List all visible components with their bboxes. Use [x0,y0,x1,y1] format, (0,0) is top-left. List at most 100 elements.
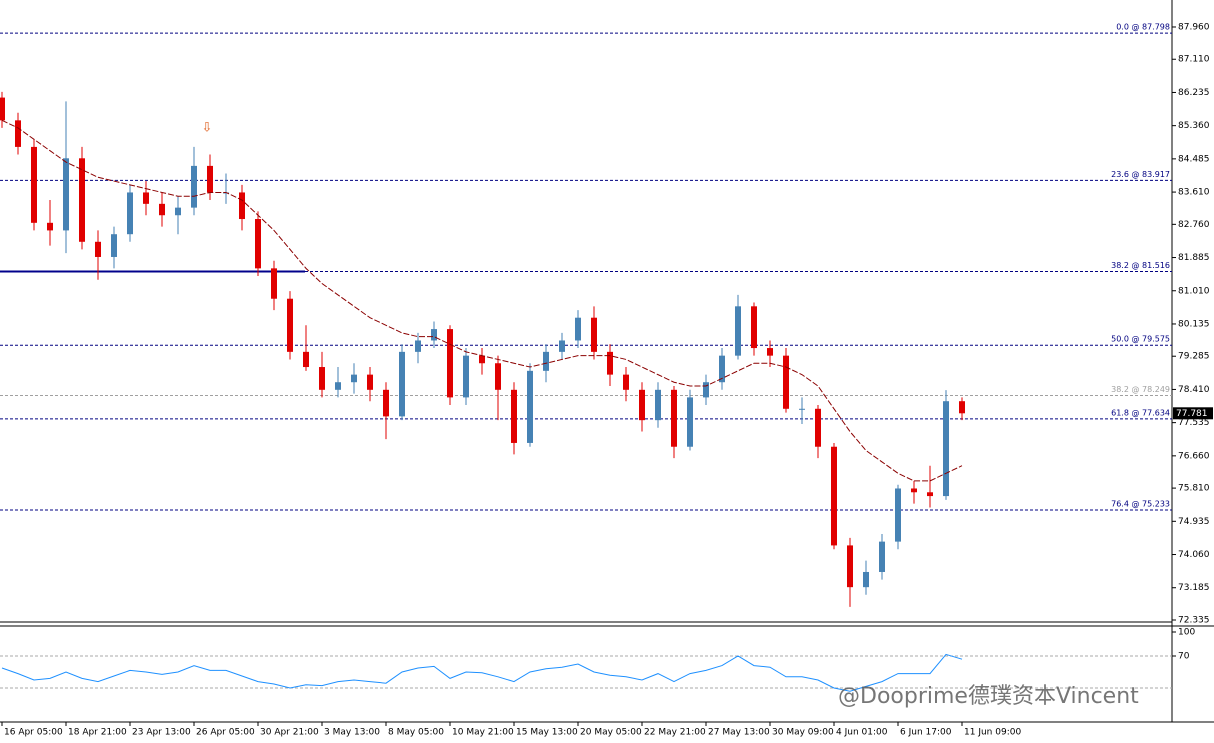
y-tick-label: 81.885 [1178,253,1210,263]
candle-body [415,340,421,352]
candle-body [671,389,677,447]
candle-body [159,203,165,216]
candle-body [927,492,933,497]
candle-body [15,120,21,147]
x-tick-label: 18 Apr 21:00 [68,728,127,738]
x-tick-label: 23 Apr 13:00 [132,728,191,738]
y-tick-label: 83.610 [1178,188,1210,198]
price-tag: 77.781 [1176,409,1208,419]
y-tick-label: 74.935 [1178,517,1210,527]
candle-body [895,488,901,542]
candle-body [399,351,405,417]
x-tick-label: 30 Apr 21:00 [260,728,319,738]
y-tick-label: 85.360 [1178,121,1210,131]
y-tick-label: 79.285 [1178,352,1210,362]
candle-body [335,382,341,390]
candle-body [799,408,805,410]
fib-label: 38.2 @ 78.249 [1111,385,1170,394]
candle-body [543,351,549,371]
moving-average [1,119,963,482]
fib-label: 38.2 @ 81.516 [1111,261,1170,270]
y-tick-label: 74.060 [1178,550,1210,560]
watermark: @Dooprime德璞资本Vincent [838,684,1139,709]
y-tick-label: 84.485 [1178,154,1210,164]
candle-body [495,363,501,390]
x-tick-label: 3 May 13:00 [324,728,380,738]
fib-label: 50.0 @ 79.575 [1111,335,1170,344]
candle-body [255,219,261,269]
y-tick-label: 77.535 [1178,418,1210,428]
y-tick-label: 73.185 [1178,583,1210,593]
candle-body [175,207,181,216]
candle-body [367,374,373,390]
fib-label: 76.4 @ 75.233 [1111,500,1170,509]
y-tick-label: 80.135 [1178,319,1210,329]
candle-body [879,541,885,572]
candle-body [79,158,85,242]
x-tick-label: 30 May 09:00 [772,728,834,738]
candle-body [943,401,949,497]
candle-body [575,317,581,341]
candle-body [351,374,357,383]
rsi-line [1,653,963,692]
x-tick-label: 27 May 13:00 [708,728,770,738]
candle-body [479,355,485,364]
candle-body [959,401,965,414]
price-tag-box [1173,407,1213,420]
candle-body [719,355,725,383]
y-tick-label: 76.660 [1178,451,1210,461]
candle-body [0,97,5,121]
candle-body [207,165,213,193]
candle-body [143,192,149,204]
y-tick-label: 75.810 [1178,484,1210,494]
x-tick-label: 15 May 13:00 [516,728,578,738]
candle-body [783,355,789,409]
x-tick-label: 11 Jun 09:00 [964,728,1021,738]
candle-body [735,306,741,356]
y-tick-label: 86.235 [1178,88,1210,98]
candle-body [703,382,709,398]
y-tick-label: 87.960 [1178,22,1210,32]
x-tick-label: 6 Jun 17:00 [900,728,952,738]
rsi-tick-label: 100 [1178,628,1195,638]
candle-body [847,545,853,588]
candle-body [815,408,821,447]
candle-body [559,340,565,352]
candle-body [607,351,613,375]
candle-body [383,389,389,417]
candle-body [191,165,197,208]
x-tick-label: 16 Apr 05:00 [4,728,63,738]
x-tick-label: 10 May 21:00 [452,728,514,738]
candle-body [303,351,309,368]
candle-body [687,397,693,447]
x-tick-label: 4 Jun 01:00 [836,728,888,738]
candle-body [463,355,469,398]
candle-body [271,268,277,299]
y-tick-label: 82.760 [1178,220,1210,230]
candle-body [527,370,533,443]
candle-body [127,192,133,235]
x-tick-label: 20 May 05:00 [580,728,642,738]
candle-body [511,389,517,443]
y-tick-label: 81.010 [1178,286,1210,296]
candle-body [751,306,757,349]
x-tick-label: 22 May 21:00 [644,728,706,738]
candle-body [431,329,437,341]
rsi-tick-label: 70 [1178,652,1190,662]
candle-body [47,222,53,231]
candle-body [31,146,37,223]
candle-body [639,389,645,421]
fib-label: 61.8 @ 77.634 [1111,408,1170,417]
x-tick-label: 26 Apr 05:00 [196,728,255,738]
candle-body [623,374,629,390]
candle-body [239,192,245,220]
y-tick-label: 72.335 [1178,615,1210,625]
candle-body [63,158,69,231]
candle-body [319,367,325,390]
candle-body [911,488,917,493]
arrow-marker: ⇩ [202,121,213,136]
fib-label: 0.0 @ 87.798 [1116,23,1170,32]
candle-body [831,446,837,546]
candle-body [767,348,773,356]
